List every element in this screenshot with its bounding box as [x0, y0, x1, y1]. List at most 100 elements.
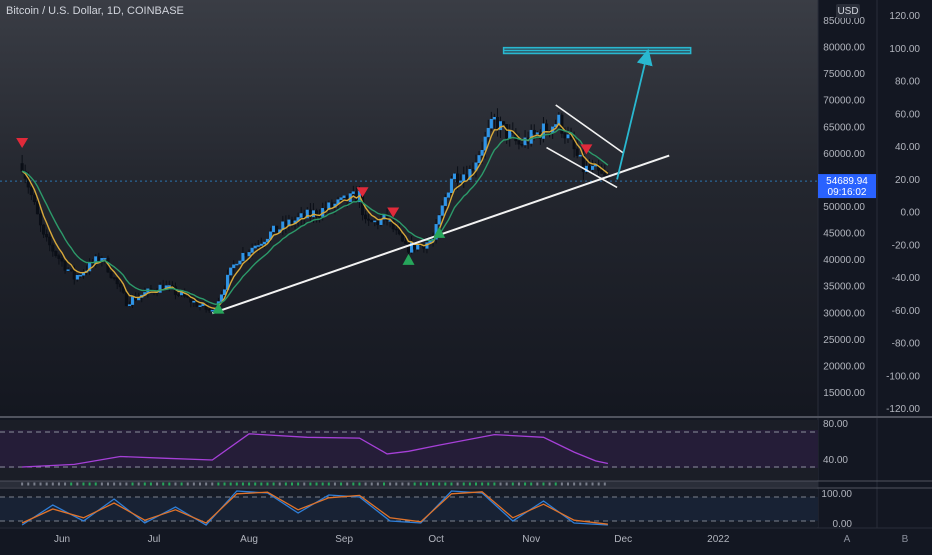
signal-strip-dot: [567, 482, 569, 486]
signal-strip-dot: [315, 482, 318, 486]
candle: [51, 244, 55, 252]
candle: [462, 174, 466, 182]
stoch-tick-label: 0.00: [833, 519, 853, 530]
candle: [514, 132, 518, 142]
candle: [314, 210, 319, 217]
target-arrow[interactable]: [616, 48, 653, 180]
candle: [437, 215, 441, 225]
candle: [370, 220, 374, 223]
candle: [308, 209, 312, 218]
candle: [244, 252, 248, 257]
candle: [397, 229, 401, 235]
signal-strip-dot: [254, 482, 257, 486]
candle: [486, 127, 490, 138]
sell-signal-marker: [387, 207, 400, 218]
signal-strip-dot: [303, 482, 306, 486]
channel-lower-line[interactable]: [546, 146, 618, 189]
signal-strip-dot: [505, 482, 508, 486]
signal-strip-dot: [517, 482, 520, 486]
time-tick-label: Dec: [614, 534, 632, 545]
price-axis[interactable]: 15000.00 20000.00 25000.00 30000.00 35000.00…: [823, 16, 865, 399]
signal-strip-dot: [530, 482, 533, 486]
candle: [247, 252, 251, 257]
signal-strip-dot: [425, 482, 428, 486]
candle: [560, 114, 564, 134]
candle: [48, 236, 52, 246]
candle: [103, 257, 107, 260]
signal-strip-dot: [51, 482, 54, 486]
oscillator-tick-label: -100.00: [886, 371, 920, 382]
candle: [495, 117, 500, 131]
candle: [38, 213, 43, 226]
candle: [483, 136, 487, 151]
buy-signal-marker: [433, 226, 446, 238]
rsi-pane[interactable]: [0, 420, 818, 480]
candle: [440, 205, 444, 216]
candle: [339, 197, 343, 200]
oscillator-tick-label: -20.00: [892, 240, 921, 251]
signal-strip-dot: [272, 482, 275, 486]
candle: [498, 121, 503, 131]
time-tick-label: Aug: [240, 534, 258, 545]
candle: [590, 165, 595, 170]
signal-strip-dot: [57, 482, 60, 486]
candle: [376, 220, 380, 225]
candle: [78, 274, 82, 277]
signal-strip-dot: [278, 482, 281, 486]
candle: [72, 269, 76, 280]
buy-signal-marker: [212, 302, 225, 314]
signal-strip-dot: [536, 482, 539, 486]
candle: [452, 173, 457, 180]
signal-strip-dot: [573, 482, 576, 486]
candle: [222, 289, 227, 295]
signal-strip-dot: [499, 482, 502, 486]
signal-strip-dot: [241, 482, 244, 486]
signal-strip-dot: [468, 482, 471, 486]
price-tick-label: 80000.00: [823, 43, 865, 54]
candle: [109, 271, 113, 278]
candle: [351, 191, 355, 194]
candle: [520, 144, 524, 146]
candle: [508, 130, 512, 139]
candle: [406, 243, 411, 253]
signal-strip-dot: [39, 482, 42, 486]
candle: [517, 140, 521, 145]
candle: [587, 165, 592, 170]
main-pane[interactable]: [0, 0, 818, 416]
ema-fast-line: [21, 122, 609, 310]
channel-upper-line[interactable]: [555, 104, 624, 154]
signal-strip-dot: [554, 482, 557, 486]
oscillator-scale-axis[interactable]: -120.00 -100.00 -80.00 -60.00 -40.00 -20.00 0.…: [886, 11, 920, 415]
candle: [471, 169, 475, 171]
signal-strip-dot: [229, 482, 232, 486]
stoch-band: [0, 497, 818, 521]
time-axis[interactable]: Jun Jul Aug Sep Oct Nov Dec 2022: [54, 534, 730, 545]
auto-scale-button[interactable]: A: [844, 534, 851, 545]
bottom-scale-button[interactable]: B: [902, 534, 909, 545]
candle: [324, 208, 328, 210]
signal-strip-dot: [352, 482, 355, 486]
signal-strip-dot: [156, 482, 159, 486]
candle: [443, 197, 447, 206]
candle: [118, 283, 122, 288]
buy-signal-marker: [402, 253, 415, 265]
signal-strip-dot: [297, 482, 300, 486]
currency-button[interactable]: [836, 4, 860, 18]
candle: [235, 263, 239, 266]
oscillator-tick-label: -40.00: [892, 273, 921, 284]
price-tick-label: 50000.00: [823, 202, 865, 213]
price-tick-label: 20000.00: [823, 361, 865, 372]
candle: [299, 213, 303, 218]
signal-strip-dot: [340, 482, 343, 486]
candle: [124, 292, 128, 307]
candle: [192, 300, 196, 303]
price-tick-label: 40000.00: [823, 255, 865, 266]
signal-strip-dot: [401, 482, 404, 486]
candle: [400, 233, 404, 242]
signal-strip-dot: [481, 482, 484, 486]
candle: [186, 296, 190, 298]
price-scale-area[interactable]: [818, 0, 932, 550]
candle: [265, 238, 270, 243]
sell-signal-marker: [356, 187, 369, 198]
